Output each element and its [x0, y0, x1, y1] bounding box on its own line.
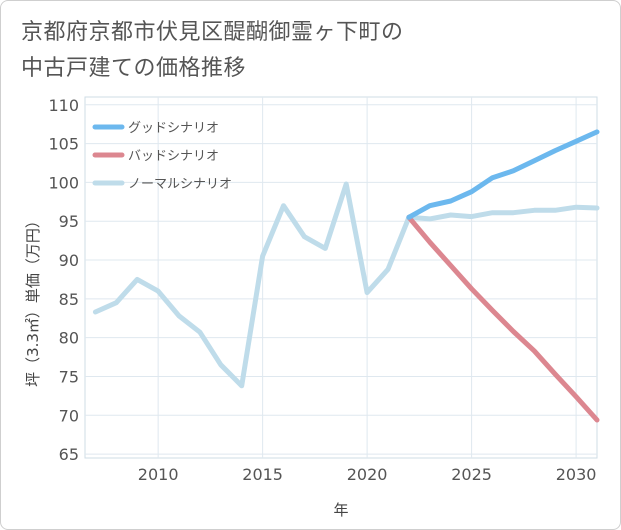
- y-tick-label: 85: [59, 290, 79, 309]
- y-tick-label: 90: [59, 251, 79, 270]
- y-tick-label: 80: [59, 329, 79, 348]
- plot-area: [84, 96, 598, 459]
- legend-label: バッドシナリオ: [128, 149, 219, 164]
- series-line-1: [406, 214, 600, 423]
- series-line-0: [406, 129, 600, 220]
- x-tick-label: 2015: [242, 465, 283, 484]
- x-axis-label: 年: [333, 501, 348, 519]
- x-tick-label: 2020: [347, 465, 388, 484]
- x-tick-label: 2030: [556, 465, 597, 484]
- chart-title: 京都府京都市伏見区醍醐御霊ヶ下町の 中古戸建ての価格推移: [21, 15, 404, 87]
- x-tick-labels: 2010 2015 2020 2025 2030: [138, 465, 597, 484]
- chart-title-line-2: 中古戸建ての価格推移: [21, 56, 247, 81]
- legend-label: ノーマルシナリオ: [128, 177, 232, 192]
- y-tick-label: 65: [59, 445, 79, 464]
- x-tick-label: 2025: [451, 465, 492, 484]
- series-line-2: [92, 181, 600, 389]
- y-tick-label: 70: [59, 406, 79, 425]
- y-axis-label: 坪（3.3㎡）単価（万円）: [24, 213, 42, 387]
- y-tick-label: 75: [59, 367, 79, 386]
- y-tick-label: 95: [59, 212, 79, 231]
- chart-title-line-1: 京都府京都市伏見区醍醐御霊ヶ下町の: [21, 20, 404, 45]
- grid: [85, 97, 597, 458]
- series-lines: [92, 129, 600, 423]
- legend-label: グッドシナリオ: [128, 121, 219, 136]
- y-tick-label: 110: [48, 96, 79, 115]
- y-tick-labels: 65 70 75 80 85 90 95 100 105 110: [48, 96, 79, 464]
- x-tick-label: 2010: [138, 465, 179, 484]
- y-tick-label: 100: [48, 173, 79, 192]
- y-tick-label: 105: [48, 135, 79, 154]
